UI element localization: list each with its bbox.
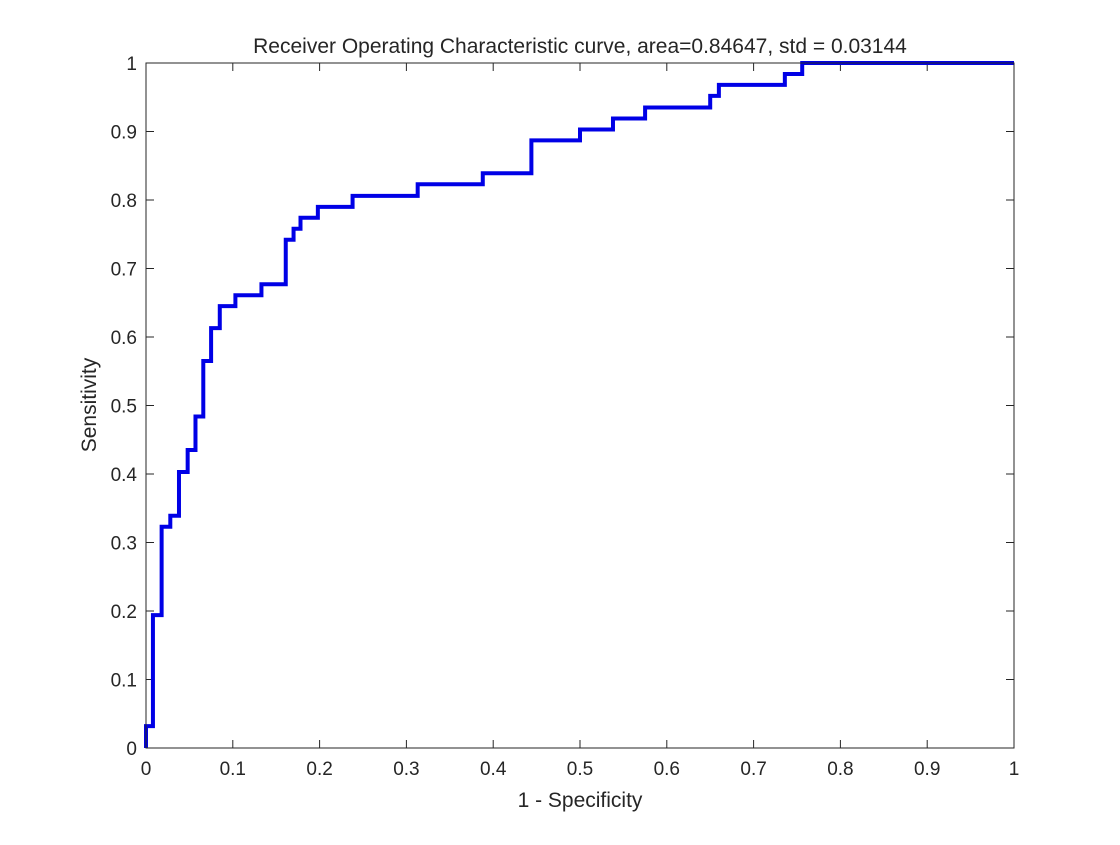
y-axis-label: Sensitivity — [78, 357, 101, 452]
x-tick-label: 0.1 — [220, 759, 246, 780]
plot-area — [146, 63, 1014, 748]
x-tick-label: 1 — [1009, 759, 1020, 780]
y-tick-label: 0.5 — [111, 397, 137, 418]
x-tick-label: 0.7 — [740, 759, 766, 780]
y-tick-label: 0 — [126, 739, 137, 760]
y-tick-label: 0.4 — [111, 465, 138, 486]
x-tick-label: 0.8 — [827, 759, 853, 780]
x-tick-label: 0 — [141, 759, 152, 780]
y-tick-label: 0.7 — [111, 260, 137, 281]
x-axis-ticks: 0 0.1 0.2 0.3 0.4 0.5 0.6 0.7 0.8 0.9 1 — [141, 63, 1020, 780]
x-axis-label: 1 - Specificity — [518, 789, 643, 812]
y-tick-label: 0.2 — [111, 602, 137, 623]
x-tick-label: 0.2 — [306, 759, 332, 780]
plot-frame — [145, 62, 1015, 749]
x-tick-label: 0.9 — [914, 759, 940, 780]
x-tick-label: 0.6 — [654, 759, 680, 780]
y-tick-label: 0.9 — [111, 123, 137, 144]
y-tick-label: 1 — [126, 54, 137, 75]
x-tick-label: 0.5 — [567, 759, 593, 780]
y-tick-label: 0.3 — [111, 534, 137, 555]
y-tick-label: 0.1 — [111, 671, 137, 692]
x-tick-label: 0.3 — [393, 759, 419, 780]
y-tick-label: 0.8 — [111, 191, 137, 212]
chart-title: Receiver Operating Characteristic curve,… — [253, 35, 907, 58]
roc-curve-line — [144, 61, 1014, 748]
x-tick-label: 0.4 — [480, 759, 507, 780]
y-tick-label: 0.6 — [111, 328, 137, 349]
y-axis-ticks: 0 0.1 0.2 0.3 0.4 0.5 0.6 0.7 0.8 0.9 1 — [111, 54, 1014, 760]
